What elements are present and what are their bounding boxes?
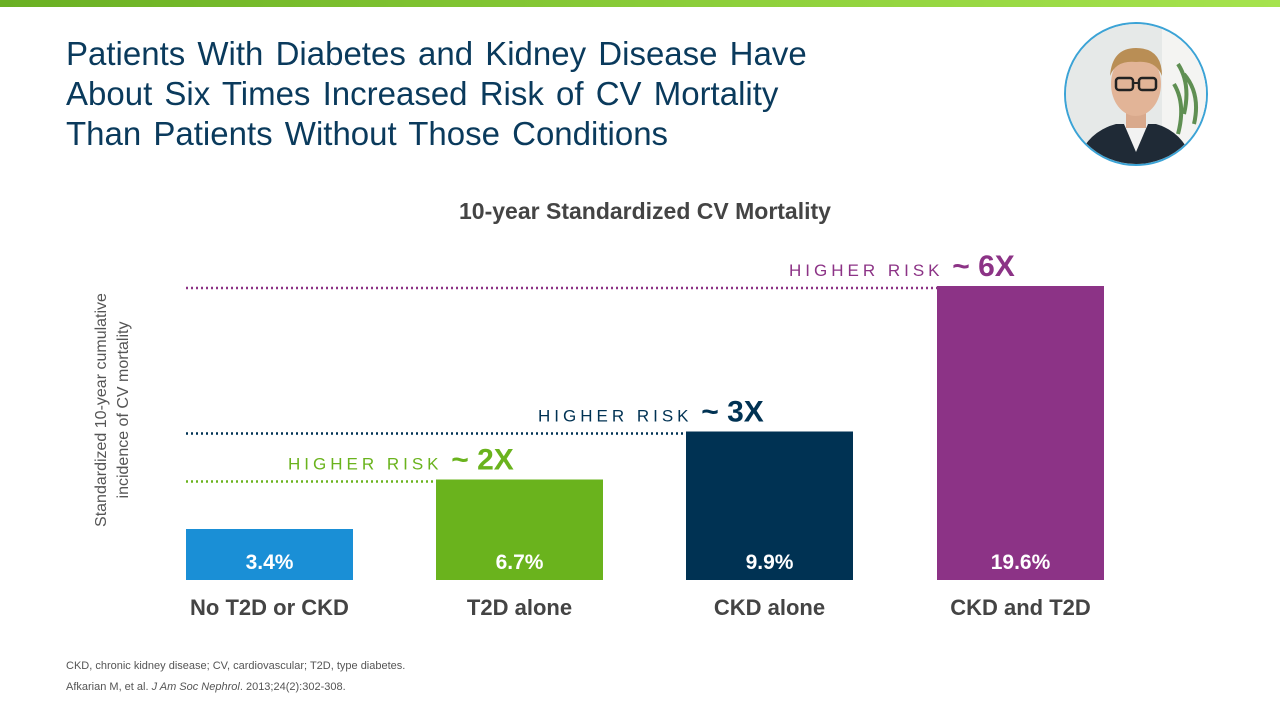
bar-value-label: 9.9% — [746, 551, 794, 574]
chart-title: 10-year Standardized CV Mortality — [459, 198, 831, 224]
bar-value-label: 3.4% — [246, 551, 294, 574]
category-label: No T2D or CKD — [190, 595, 349, 620]
speaker-portrait-icon — [1066, 24, 1206, 164]
speaker-photo — [1064, 22, 1208, 166]
risk-annotation: HIGHER RISK ~ 6X — [789, 250, 1015, 283]
bar-1 — [186, 529, 353, 580]
risk-annotation-text: HIGHER RISK — [789, 261, 952, 280]
risk-annotation: HIGHER RISK ~ 2X — [288, 444, 514, 477]
bar-value-label: 19.6% — [991, 551, 1051, 574]
risk-multiplier: ~ 2X — [451, 444, 514, 477]
reference-footnote: Afkarian M, et al. J Am Soc Nephrol. 201… — [66, 681, 346, 693]
abbreviations-footnote: CKD, chronic kidney disease; CV, cardiov… — [66, 660, 406, 672]
bar-value-label: 6.7% — [496, 551, 544, 574]
bar-3 — [686, 431, 853, 580]
slide-title-line: About Six Times Increased Risk of CV Mor… — [66, 75, 779, 112]
risk-annotation-text: HIGHER RISK — [538, 407, 701, 426]
risk-annotation: HIGHER RISK ~ 3X — [538, 396, 764, 429]
risk-multiplier: ~ 3X — [701, 396, 764, 429]
bar-4 — [937, 286, 1104, 580]
risk-annotation-text: HIGHER RISK — [288, 455, 451, 474]
reference-authors: Afkarian M, et al. — [66, 681, 152, 693]
category-label: CKD and T2D — [950, 595, 1091, 620]
category-label: CKD alone — [714, 595, 825, 620]
slide-title: Patients With Diabetes and Kidney Diseas… — [66, 34, 966, 154]
slide-title-line: Than Patients Without Those Conditions — [66, 115, 669, 152]
bar-2 — [436, 479, 603, 580]
slide-title-line: Patients With Diabetes and Kidney Diseas… — [66, 35, 807, 72]
top-accent-bar — [0, 0, 1280, 7]
category-label: T2D alone — [467, 595, 572, 620]
reference-journal: J Am Soc Nephrol — [151, 681, 240, 693]
reference-details: . 2013;24(2):302-308. — [239, 681, 346, 693]
risk-multiplier: ~ 6X — [952, 250, 1015, 283]
